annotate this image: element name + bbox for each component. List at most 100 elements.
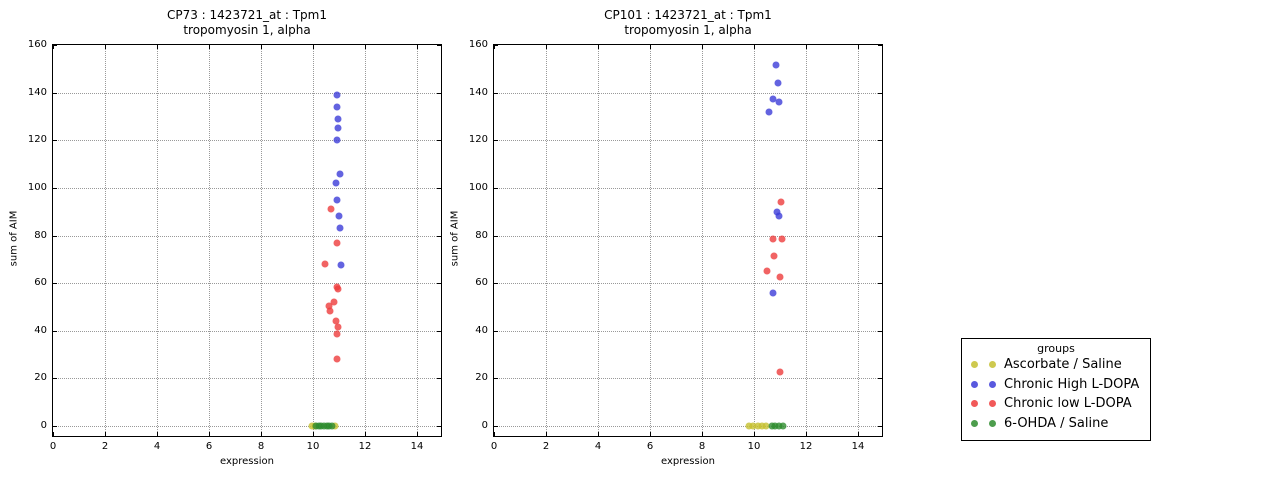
y-tick-label: 120 (468, 134, 488, 146)
y-tick (494, 378, 498, 380)
x-tick (858, 45, 859, 49)
data-point (768, 422, 776, 430)
gridline (53, 283, 441, 285)
gridline (494, 378, 882, 380)
x-tick-label: 4 (594, 441, 602, 452)
legend-label: Chronic low L-DOPA (1004, 396, 1132, 411)
data-point (333, 103, 341, 111)
x-tick (157, 45, 158, 49)
y-tick (494, 330, 498, 332)
legend-label: 6-OHDA / Saline (1004, 415, 1109, 431)
x-tick (494, 45, 495, 49)
data-point (778, 235, 786, 243)
x-tick (650, 45, 651, 49)
y-tick (53, 235, 57, 237)
data-point (333, 136, 341, 144)
x-axis-label: expression (661, 456, 715, 467)
scatter-dot-icon (989, 419, 996, 427)
scatter-dot-icon (989, 361, 996, 368)
data-point (330, 298, 338, 306)
x-tick-label: 4 (153, 441, 161, 452)
gridline (53, 378, 441, 380)
data-point (333, 355, 341, 363)
y-tick-label: 20 (34, 372, 47, 384)
gridline (209, 45, 210, 436)
data-point (335, 212, 343, 220)
legend-title: groups (1037, 342, 1075, 355)
x-tick (650, 432, 651, 436)
x-tick (313, 45, 314, 49)
data-point (769, 289, 777, 297)
legend-label: Chronic High L-DOPA (1004, 376, 1140, 392)
y-tick-label: 80 (475, 229, 488, 241)
y-tick-label: 80 (34, 229, 47, 241)
x-tick-label: 12 (358, 441, 372, 452)
x-tick (754, 45, 755, 49)
y-tick-label: 40 (34, 324, 47, 336)
x-tick (157, 432, 158, 436)
y-tick-label: 0 (40, 420, 47, 431)
x-tick-label: 10 (747, 441, 761, 452)
y-tick (878, 92, 882, 94)
legend-entry-chronic-low-ldopa: Chronic low L-DOPA (962, 394, 1150, 414)
x-tick (313, 432, 314, 436)
x-tick (754, 432, 755, 436)
scatter-dot-icon (989, 400, 996, 407)
y-tick-label: 160 (27, 39, 47, 51)
y-tick (53, 426, 57, 427)
gridline (494, 235, 882, 237)
data-point (325, 302, 333, 310)
data-point (776, 368, 784, 376)
legend-entry-chronic-high-ldopa: Chronic High L-DOPA (962, 375, 1150, 395)
x-axis-label: expression (220, 456, 274, 467)
data-point (336, 170, 344, 178)
x-tick-label: 0 (490, 441, 498, 452)
y-tick (878, 187, 882, 189)
data-point (334, 285, 342, 293)
y-tick (437, 187, 441, 189)
x-tick-label: 14 (410, 441, 424, 452)
y-tick (53, 45, 57, 47)
gridline (365, 45, 366, 436)
x-tick (209, 45, 210, 49)
plot-title-line1: CP73 : 1423721_at : Tpm1 (166, 8, 327, 22)
x-tick (105, 45, 106, 49)
x-tick (365, 432, 366, 436)
gridline (53, 92, 441, 94)
y-tick-label: 100 (468, 181, 488, 193)
gridline (598, 45, 599, 436)
gridline (702, 45, 703, 436)
gridline (494, 330, 882, 332)
gridline (105, 45, 106, 436)
y-tick-label: 0 (481, 420, 488, 431)
data-point (333, 330, 341, 338)
y-tick (878, 45, 882, 47)
x-tick-label: 8 (257, 441, 265, 452)
x-tick (494, 432, 495, 436)
plot-title-line2: tropomyosin 1, alpha (624, 23, 752, 37)
x-tick-label: 8 (698, 441, 706, 452)
y-tick (494, 45, 498, 47)
data-point (326, 307, 334, 315)
y-tick (53, 92, 57, 94)
y-tick (437, 140, 441, 142)
plot-title-cp73: CP73 : 1423721_at : Tpm1 tropomyosin 1, … (52, 8, 442, 38)
x-tick (806, 45, 807, 49)
data-point (333, 196, 341, 204)
y-tick-label: 100 (27, 181, 47, 193)
scatter-dot-icon (971, 400, 978, 407)
data-point (765, 108, 773, 116)
data-point (774, 79, 782, 87)
y-tick (494, 426, 498, 427)
y-tick (437, 283, 441, 285)
data-point (327, 205, 335, 213)
y-tick (437, 330, 441, 332)
y-tick-label: 60 (475, 277, 488, 289)
y-tick (53, 283, 57, 285)
data-point (332, 317, 340, 325)
x-tick (417, 432, 418, 436)
x-tick-label: 12 (799, 441, 813, 452)
y-tick (494, 283, 498, 285)
data-point (775, 212, 783, 220)
